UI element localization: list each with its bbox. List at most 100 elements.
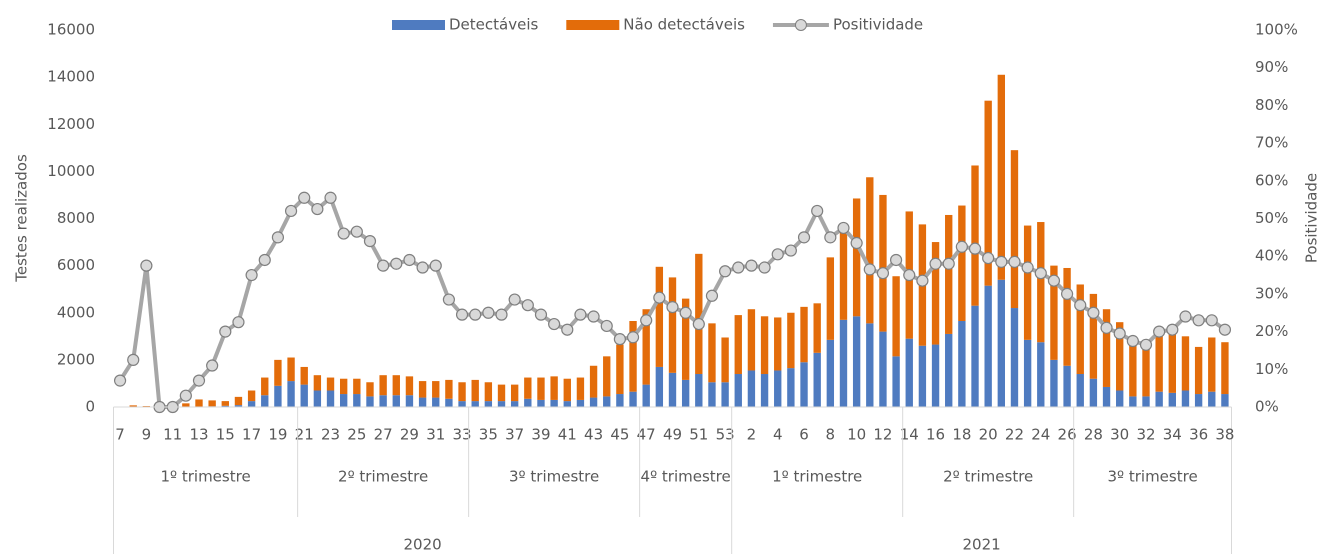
marker xyxy=(298,191,311,204)
bar xyxy=(1076,374,1084,407)
bar xyxy=(708,382,716,407)
x-tick-label: 11 xyxy=(163,426,182,444)
y-tick-label: 16000 xyxy=(47,21,95,39)
x-tick-label: 35 xyxy=(479,426,498,444)
bar xyxy=(971,305,979,407)
bar xyxy=(1155,391,1163,407)
bar xyxy=(432,381,440,398)
y-tick-label: 4000 xyxy=(57,303,95,321)
bar xyxy=(392,395,400,407)
bar xyxy=(695,253,703,375)
bar xyxy=(458,382,466,402)
bar xyxy=(261,395,269,407)
marker xyxy=(219,325,232,338)
marker xyxy=(455,308,469,321)
bar xyxy=(313,390,322,407)
bar xyxy=(852,316,861,407)
bar xyxy=(221,401,229,406)
x-tick-label: 6 xyxy=(799,426,809,444)
y2-tick-label: 30% xyxy=(1255,284,1288,302)
bar xyxy=(813,352,821,407)
marker xyxy=(758,261,771,274)
x-tick-label: 12 xyxy=(873,426,892,444)
bar xyxy=(879,331,887,407)
bar xyxy=(945,214,953,334)
bar xyxy=(313,375,322,391)
bar xyxy=(195,399,203,407)
marker xyxy=(429,259,442,272)
marker xyxy=(1113,327,1126,340)
bar xyxy=(616,344,624,395)
bar xyxy=(629,320,637,392)
marker xyxy=(206,359,219,372)
bar xyxy=(1194,346,1203,395)
x-tick-label: 43 xyxy=(584,426,603,444)
x-tick-label: 36 xyxy=(1189,426,1208,444)
bar xyxy=(681,379,690,407)
x-tick-label: 9 xyxy=(142,426,152,444)
marker xyxy=(666,300,679,314)
bar xyxy=(497,401,506,407)
bar xyxy=(813,303,821,353)
marker xyxy=(1166,323,1179,336)
marker xyxy=(745,259,758,272)
bar xyxy=(760,374,769,407)
bar xyxy=(734,315,742,375)
bar xyxy=(866,177,874,324)
x-tick-label: 28 xyxy=(1084,426,1103,444)
bar xyxy=(1181,390,1190,407)
x-tick-label: 25 xyxy=(347,426,366,444)
x-tick-label: 47 xyxy=(637,426,656,444)
marker xyxy=(521,299,534,312)
marker xyxy=(955,240,968,253)
bar xyxy=(353,394,361,407)
marker xyxy=(876,267,890,280)
bar xyxy=(997,279,1006,407)
bar xyxy=(339,394,348,407)
bar xyxy=(708,323,716,383)
x-tick-label: 16 xyxy=(926,426,945,444)
bar xyxy=(905,338,913,407)
bar xyxy=(589,365,598,398)
bar xyxy=(958,320,966,407)
marker xyxy=(850,236,863,250)
marker xyxy=(1060,287,1074,300)
bar xyxy=(405,376,414,396)
x-tick-label: 24 xyxy=(1031,426,1050,444)
y2-tick-label: 0% xyxy=(1255,398,1279,416)
x-tick-label: 22 xyxy=(1005,426,1024,444)
bar xyxy=(576,377,585,400)
bar xyxy=(1221,342,1229,395)
marker xyxy=(1139,338,1153,351)
marker xyxy=(863,263,876,276)
marker xyxy=(140,259,153,272)
marker xyxy=(903,268,916,282)
marker xyxy=(1021,261,1034,274)
marker xyxy=(705,289,719,302)
x-tick-label: 45 xyxy=(610,426,629,444)
bar xyxy=(721,382,729,407)
bar xyxy=(1181,336,1190,391)
x-tick-label: 31 xyxy=(426,426,445,444)
bar xyxy=(616,394,624,407)
bar xyxy=(1089,378,1098,407)
marker xyxy=(232,316,245,329)
group-label: 4º trimestre xyxy=(641,468,731,486)
marker xyxy=(824,231,837,244)
x-tick-label: 8 xyxy=(826,426,836,444)
bar xyxy=(958,205,966,321)
marker xyxy=(350,225,363,238)
marker xyxy=(640,314,653,327)
bar xyxy=(734,374,742,407)
x-tick-label: 34 xyxy=(1163,426,1182,444)
marker xyxy=(1008,255,1021,268)
bar xyxy=(300,384,308,407)
bar xyxy=(603,356,611,397)
marker xyxy=(626,331,640,344)
bar xyxy=(931,344,940,407)
marker xyxy=(271,231,285,244)
x-tick-label: 17 xyxy=(242,426,261,444)
y2-tick-label: 40% xyxy=(1255,247,1288,265)
marker xyxy=(1047,274,1061,287)
y-tick-label: 6000 xyxy=(57,256,95,274)
